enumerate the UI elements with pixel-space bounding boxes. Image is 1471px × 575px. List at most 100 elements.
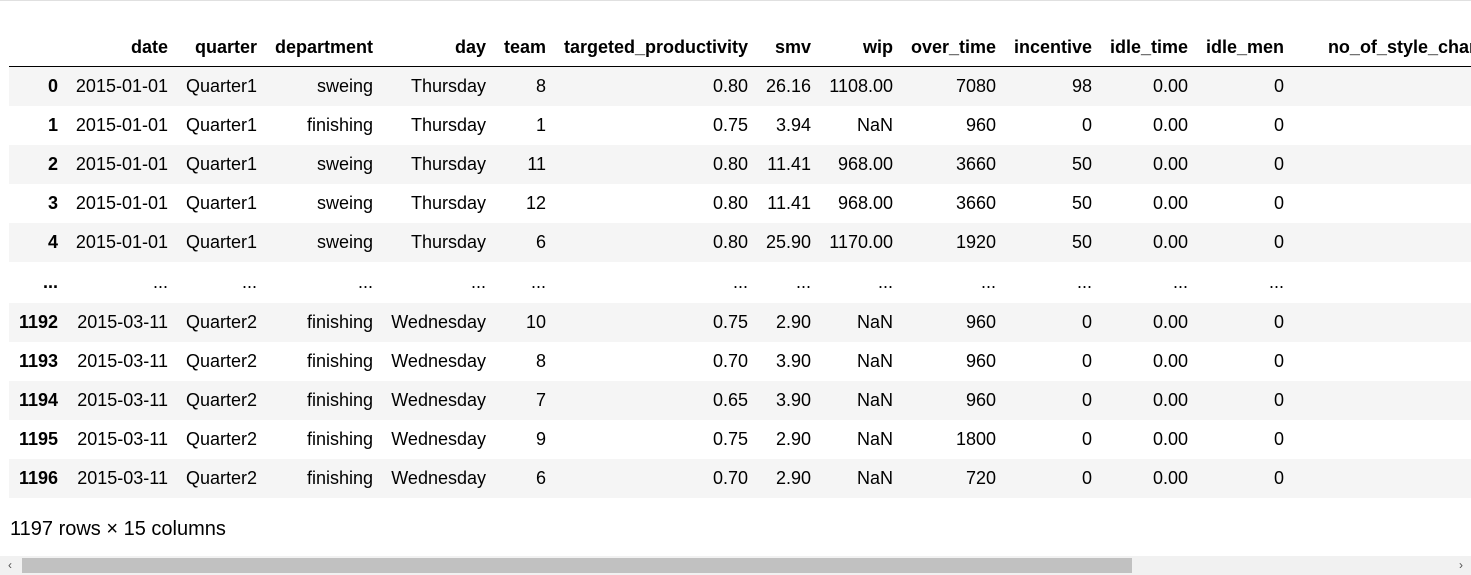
table-cell: 3.94 bbox=[775, 114, 811, 135]
horizontal-scrollbar[interactable]: ‹ › bbox=[0, 556, 1471, 575]
column-header-incentive: incentive bbox=[1004, 28, 1100, 67]
table-cell: 0 bbox=[1292, 145, 1471, 184]
table-cell: NaN bbox=[856, 311, 893, 332]
table-cell: 7080 bbox=[955, 75, 996, 96]
table-cell: 0 bbox=[1273, 153, 1284, 174]
table-cell: Quarter1 bbox=[185, 75, 257, 96]
table-cell: 9 bbox=[535, 428, 546, 449]
table-cell: NaN bbox=[856, 389, 893, 410]
table-cell: 2015-01-01 bbox=[75, 153, 168, 174]
row-index: 1192 bbox=[18, 311, 58, 332]
table-cell: 960 bbox=[965, 114, 996, 135]
table-cell: finishing bbox=[306, 389, 373, 410]
table-cell: Quarter2 bbox=[185, 311, 257, 332]
table-cell: sweing bbox=[316, 231, 373, 252]
table-cell: Quarter1 bbox=[185, 153, 257, 174]
row-index: 1193 bbox=[18, 350, 58, 371]
table-cell: 0 bbox=[1292, 342, 1471, 381]
table-cell: Quarter1 bbox=[185, 192, 257, 213]
column-header-over-time: over_time bbox=[901, 28, 1004, 67]
table-row: 4 2015-01-01 Quarter1 sweing Thursday 6 0.80 25… bbox=[9, 222, 1471, 262]
table-cell: 7 bbox=[535, 389, 546, 410]
table-row: 1194 2015-03-11 Quarter2 finishing Wednesday… bbox=[9, 380, 1471, 420]
table-cell: 0.00 bbox=[1152, 311, 1188, 332]
table-cell: 0 bbox=[1081, 311, 1092, 332]
table-cell: 3660 bbox=[955, 153, 996, 174]
scrollbar-thumb[interactable] bbox=[22, 558, 1132, 573]
table-cell: 1 bbox=[535, 114, 546, 135]
column-header-smv: smv bbox=[756, 28, 819, 67]
scroll-left-arrow-icon[interactable]: ‹ bbox=[8, 558, 12, 572]
table-cell: 960 bbox=[965, 389, 996, 410]
table-cell: 0.65 bbox=[712, 389, 748, 410]
table-cell: 0 bbox=[1081, 114, 1092, 135]
table-cell: 0 bbox=[1273, 311, 1284, 332]
table-cell: 0 bbox=[1292, 223, 1471, 262]
table-cell: Quarter2 bbox=[185, 389, 257, 410]
table-cell: finishing bbox=[306, 350, 373, 371]
row-index: 2 bbox=[47, 153, 58, 174]
table-cell: 0.75 bbox=[712, 114, 748, 135]
table-cell: 0.00 bbox=[1152, 192, 1188, 213]
table-cell: Wednesday bbox=[391, 389, 486, 410]
table-cell: 3.90 bbox=[775, 389, 811, 410]
table-cell: 1920 bbox=[955, 231, 996, 252]
header-row: date quarter department day team targete… bbox=[9, 28, 1471, 67]
table-cell: ... bbox=[1076, 271, 1092, 292]
table-cell: 0.00 bbox=[1152, 467, 1188, 488]
dataframe-viewport[interactable]: date quarter department day team targete… bbox=[9, 28, 1471, 498]
table-cell: 8 bbox=[535, 350, 546, 371]
table-cell: Thursday bbox=[410, 153, 486, 174]
column-header-day: day bbox=[381, 28, 494, 67]
table-cell: 2015-01-01 bbox=[75, 114, 168, 135]
table-cell: Thursday bbox=[410, 192, 486, 213]
table-cell: 1108.00 bbox=[829, 75, 893, 96]
table-cell: Thursday bbox=[410, 75, 486, 96]
table-cell: 50 bbox=[1071, 153, 1092, 174]
table-cell: 12 bbox=[525, 192, 546, 213]
table-cell: Quarter1 bbox=[185, 231, 257, 252]
row-index: 1 bbox=[47, 114, 58, 135]
scroll-right-arrow-icon[interactable]: › bbox=[1459, 558, 1463, 572]
table-cell: ... bbox=[1292, 262, 1471, 303]
table-cell: 6 bbox=[535, 231, 546, 252]
column-header-department: department bbox=[265, 28, 381, 67]
table-cell: 0 bbox=[1273, 428, 1284, 449]
table-cell: ... bbox=[732, 271, 748, 292]
table-cell: ... bbox=[795, 271, 811, 292]
table-cell: 0 bbox=[1273, 231, 1284, 252]
table-cell: 1170.00 bbox=[829, 231, 893, 252]
table-cell: 0 bbox=[1273, 114, 1284, 135]
table-cell: 2015-03-11 bbox=[77, 350, 168, 371]
table-cell: ... bbox=[1172, 271, 1188, 292]
table-cell: 0 bbox=[1081, 350, 1092, 371]
table-row: 0 2015-01-01 Quarter1 sweing Thursday 8 0.80 26… bbox=[9, 66, 1471, 106]
column-header-idle-men: idle_men bbox=[1196, 28, 1292, 67]
table-cell: 6 bbox=[535, 467, 546, 488]
column-header-quarter: quarter bbox=[176, 28, 265, 67]
table-cell: 0 bbox=[1081, 428, 1092, 449]
table-cell: ... bbox=[530, 271, 546, 292]
table-cell: 0.00 bbox=[1152, 350, 1188, 371]
table-cell: ... bbox=[877, 271, 893, 292]
table-row: 1192 2015-03-11 Quarter2 finishing Wednesday… bbox=[9, 302, 1471, 342]
table-cell: 50 bbox=[1071, 192, 1092, 213]
dataframe-shape-label: 1197 rows × 15 columns bbox=[10, 518, 226, 540]
table-cell: 11.41 bbox=[767, 192, 811, 213]
table-cell: 50 bbox=[1071, 231, 1092, 252]
table-cell: 10 bbox=[525, 311, 546, 332]
row-index: 1195 bbox=[18, 428, 58, 449]
row-index: 1194 bbox=[18, 389, 58, 410]
table-cell: 0 bbox=[1292, 67, 1471, 106]
table-cell: ... bbox=[152, 271, 168, 292]
table-cell: NaN bbox=[856, 114, 893, 135]
table-cell: Quarter2 bbox=[185, 350, 257, 371]
table-cell: Wednesday bbox=[391, 311, 486, 332]
table-cell: NaN bbox=[856, 350, 893, 371]
table-cell: Quarter2 bbox=[185, 467, 257, 488]
table-cell: sweing bbox=[316, 153, 373, 174]
table-cell: 0 bbox=[1292, 381, 1471, 420]
table-cell: ... bbox=[241, 271, 257, 292]
table-cell: finishing bbox=[306, 114, 373, 135]
table-cell: 0.70 bbox=[712, 467, 748, 488]
